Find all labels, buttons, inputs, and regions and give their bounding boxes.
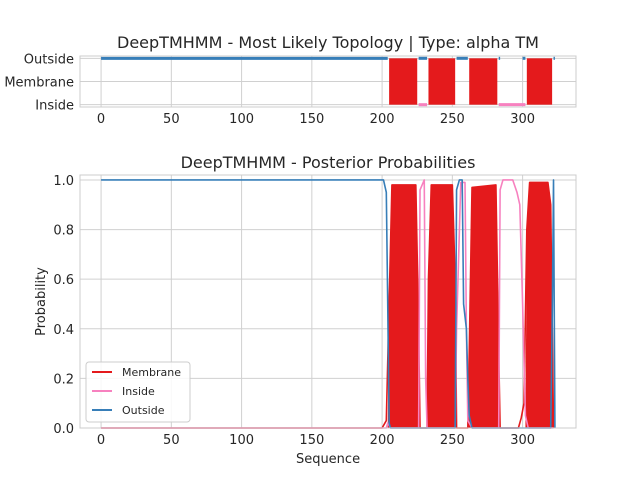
legend-box <box>85 361 191 423</box>
topology-x-tick-label: 0 <box>97 112 105 127</box>
topology-series <box>101 56 555 107</box>
posterior-membrane-fill <box>387 184 419 428</box>
topology-x-tick-label: 300 <box>510 112 535 127</box>
legend-label-outside: Outside <box>122 404 165 417</box>
posterior-x-tick-label: 300 <box>510 433 535 448</box>
topology-membrane-segment <box>526 58 553 105</box>
topology-y-tick-label: Inside <box>35 99 74 114</box>
posterior-title: DeepTMHMM - Posterior Probabilities <box>181 153 476 172</box>
posterior-x-ticks: 0 50 100 150 200 250 300 <box>97 433 535 448</box>
posterior-series <box>101 179 556 429</box>
y-axis-label: Probability <box>34 267 49 336</box>
topology-y-ticks: Inside Membrane Outside <box>4 52 74 113</box>
posterior-y-tick-label: 1.0 <box>53 174 74 189</box>
posterior-x-tick-label: 150 <box>299 433 324 448</box>
legend-label-inside: Inside <box>122 385 155 398</box>
posterior-membrane-fill <box>467 184 499 428</box>
posterior-panel: 0 50 100 150 200 250 300 0.0 0.2 0.4 0.6 0.8 1.0 De… <box>34 153 577 467</box>
posterior-x-tick-label: 100 <box>229 433 254 448</box>
posterior-membrane-fill <box>427 184 457 428</box>
posterior-x-tick-label: 50 <box>163 433 180 448</box>
posterior-y-tick-label: 0.8 <box>53 224 74 239</box>
posterior-x-tick-label: 200 <box>370 433 395 448</box>
topology-membrane-segment <box>469 58 498 105</box>
posterior-y-tick-label: 0.6 <box>53 273 74 288</box>
topology-axes-frame <box>79 55 577 108</box>
topology-y-tick-label: Outside <box>24 52 74 67</box>
topology-panel: 0 50 100 150 200 250 300 Inside Membrane Outside… <box>4 33 577 127</box>
topology-x-tick-label: 150 <box>299 112 324 127</box>
topology-x-tick-label: 200 <box>370 112 395 127</box>
posterior-inside-line <box>101 179 554 429</box>
posterior-membrane-fill <box>525 182 554 428</box>
posterior-y-tick-label: 0.2 <box>53 372 74 387</box>
topology-membrane-segment <box>389 58 418 105</box>
posterior-x-tick-label: 0 <box>97 433 105 448</box>
legend-label-membrane: Membrane <box>122 366 181 379</box>
posterior-x-tick-label: 250 <box>440 433 465 448</box>
topology-x-tick-label: 50 <box>163 112 180 127</box>
topology-membrane-segment <box>428 58 456 105</box>
topology-x-tick-label: 250 <box>440 112 465 127</box>
posterior-y-tick-label: 0.0 <box>53 422 74 437</box>
legend: Membrane Inside Outside <box>85 361 191 423</box>
posterior-y-ticks: 0.0 0.2 0.4 0.6 0.8 1.0 <box>53 174 74 437</box>
posterior-axes-frame <box>79 174 577 429</box>
topology-x-tick-label: 100 <box>229 112 254 127</box>
topology-y-tick-label: Membrane <box>4 76 74 91</box>
posterior-y-tick-label: 0.4 <box>53 323 74 338</box>
topology-x-ticks: 0 50 100 150 200 250 300 <box>97 112 535 127</box>
x-axis-label: Sequence <box>296 452 360 467</box>
topology-title: DeepTMHMM - Most Likely Topology | Type:… <box>117 33 539 52</box>
